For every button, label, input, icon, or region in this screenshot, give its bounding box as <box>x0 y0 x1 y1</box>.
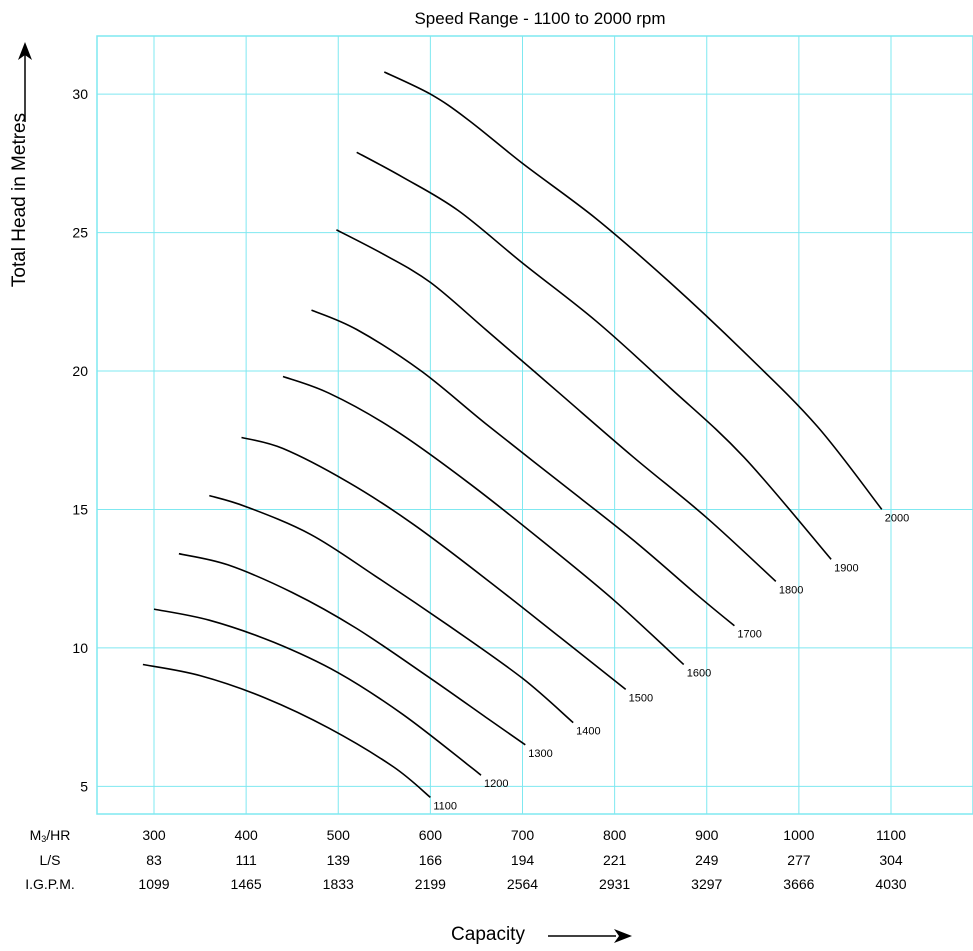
x-tick-label: 800 <box>603 827 627 843</box>
x-tick-label: 300 <box>142 827 166 843</box>
curve-label-1500: 1500 <box>629 692 653 704</box>
y-tick-label: 30 <box>72 86 88 102</box>
x-tick-label: 900 <box>695 827 719 843</box>
curve-1400-rpm <box>209 494 574 724</box>
curve-label-1900: 1900 <box>834 562 858 574</box>
curve-1500-rpm <box>241 436 627 691</box>
x-tick-label: 1099 <box>138 876 169 892</box>
y-axis-label: Total Head in Metres <box>9 113 30 287</box>
x-tick-label: 1100 <box>876 827 906 843</box>
curve-1900-rpm <box>356 151 832 560</box>
x-tick-label: 1465 <box>231 876 262 892</box>
curve-1100-rpm <box>142 663 431 799</box>
x-tick-label: 3297 <box>691 876 722 892</box>
curve-label-2000: 2000 <box>885 512 909 524</box>
curve-1300-rpm <box>178 552 526 746</box>
curve-1200-rpm <box>153 608 482 776</box>
performance-curves: 1100 1200 1300 1400 1500 1600 1700 1800 1900 2000 <box>142 71 909 812</box>
curve-1800-rpm <box>336 229 777 582</box>
x-tick-label: 139 <box>327 852 351 868</box>
y-tick-labels: 5 10 15 20 25 30 <box>72 86 88 794</box>
y-tick-label: 25 <box>72 225 88 241</box>
curve-label-1700: 1700 <box>737 629 761 641</box>
x-tick-label: 400 <box>234 827 258 843</box>
curve-label-1600: 1600 <box>687 667 711 679</box>
x-tick-label: 1833 <box>323 876 354 892</box>
x-row-header: I.G.P.M. <box>25 876 75 892</box>
curve-2000-rpm <box>383 71 883 510</box>
curve-1700-rpm <box>311 309 735 627</box>
curve-label-1200: 1200 <box>484 778 508 790</box>
curve-label-1100: 1100 <box>433 800 457 812</box>
x-tick-label: 166 <box>419 852 443 868</box>
y-tick-label: 15 <box>72 501 88 517</box>
x-tick-label: 500 <box>327 827 351 843</box>
x-tick-label: 304 <box>879 852 903 868</box>
x-row-header: L/S <box>39 852 60 868</box>
x-tick-label: 111 <box>235 852 256 868</box>
chart-title: Speed Range - 1100 to 2000 rpm <box>414 9 665 28</box>
x-axis-label: Capacity <box>451 924 525 945</box>
curve-label-1800: 1800 <box>779 584 803 596</box>
x-tick-label: 194 <box>511 852 535 868</box>
x-tick-label: 249 <box>695 852 719 868</box>
plot-grid <box>96 35 973 815</box>
x-tick-label: 600 <box>419 827 443 843</box>
x-tick-label: 277 <box>787 852 811 868</box>
curve-label-1300: 1300 <box>528 748 552 760</box>
x-axis-arrow-icon <box>548 929 632 943</box>
x-tick-label: 1000 <box>783 827 814 843</box>
x-row-header: M3/HR <box>30 827 71 844</box>
x-tick-label: 2931 <box>599 876 630 892</box>
curve-label-1400: 1400 <box>576 726 600 738</box>
x-tick-label: 83 <box>146 852 162 868</box>
x-tick-label: 2564 <box>507 876 538 892</box>
x-tick-label: 3666 <box>783 876 814 892</box>
plot-frame <box>96 35 973 815</box>
x-axis-tables: M3/HR 300 400 500 600 700 800 900 1000 1100 L/S 83 1… <box>25 827 907 892</box>
x-tick-label: 2199 <box>415 876 446 892</box>
y-tick-label: 5 <box>80 778 88 794</box>
x-tick-label: 221 <box>603 852 627 868</box>
y-axis-arrow-icon <box>18 42 32 122</box>
x-tick-label: 4030 <box>875 876 906 892</box>
x-tick-label: 700 <box>511 827 535 843</box>
y-tick-label: 10 <box>72 640 88 656</box>
y-tick-label: 20 <box>72 363 88 379</box>
curve-1600-rpm <box>282 375 685 666</box>
